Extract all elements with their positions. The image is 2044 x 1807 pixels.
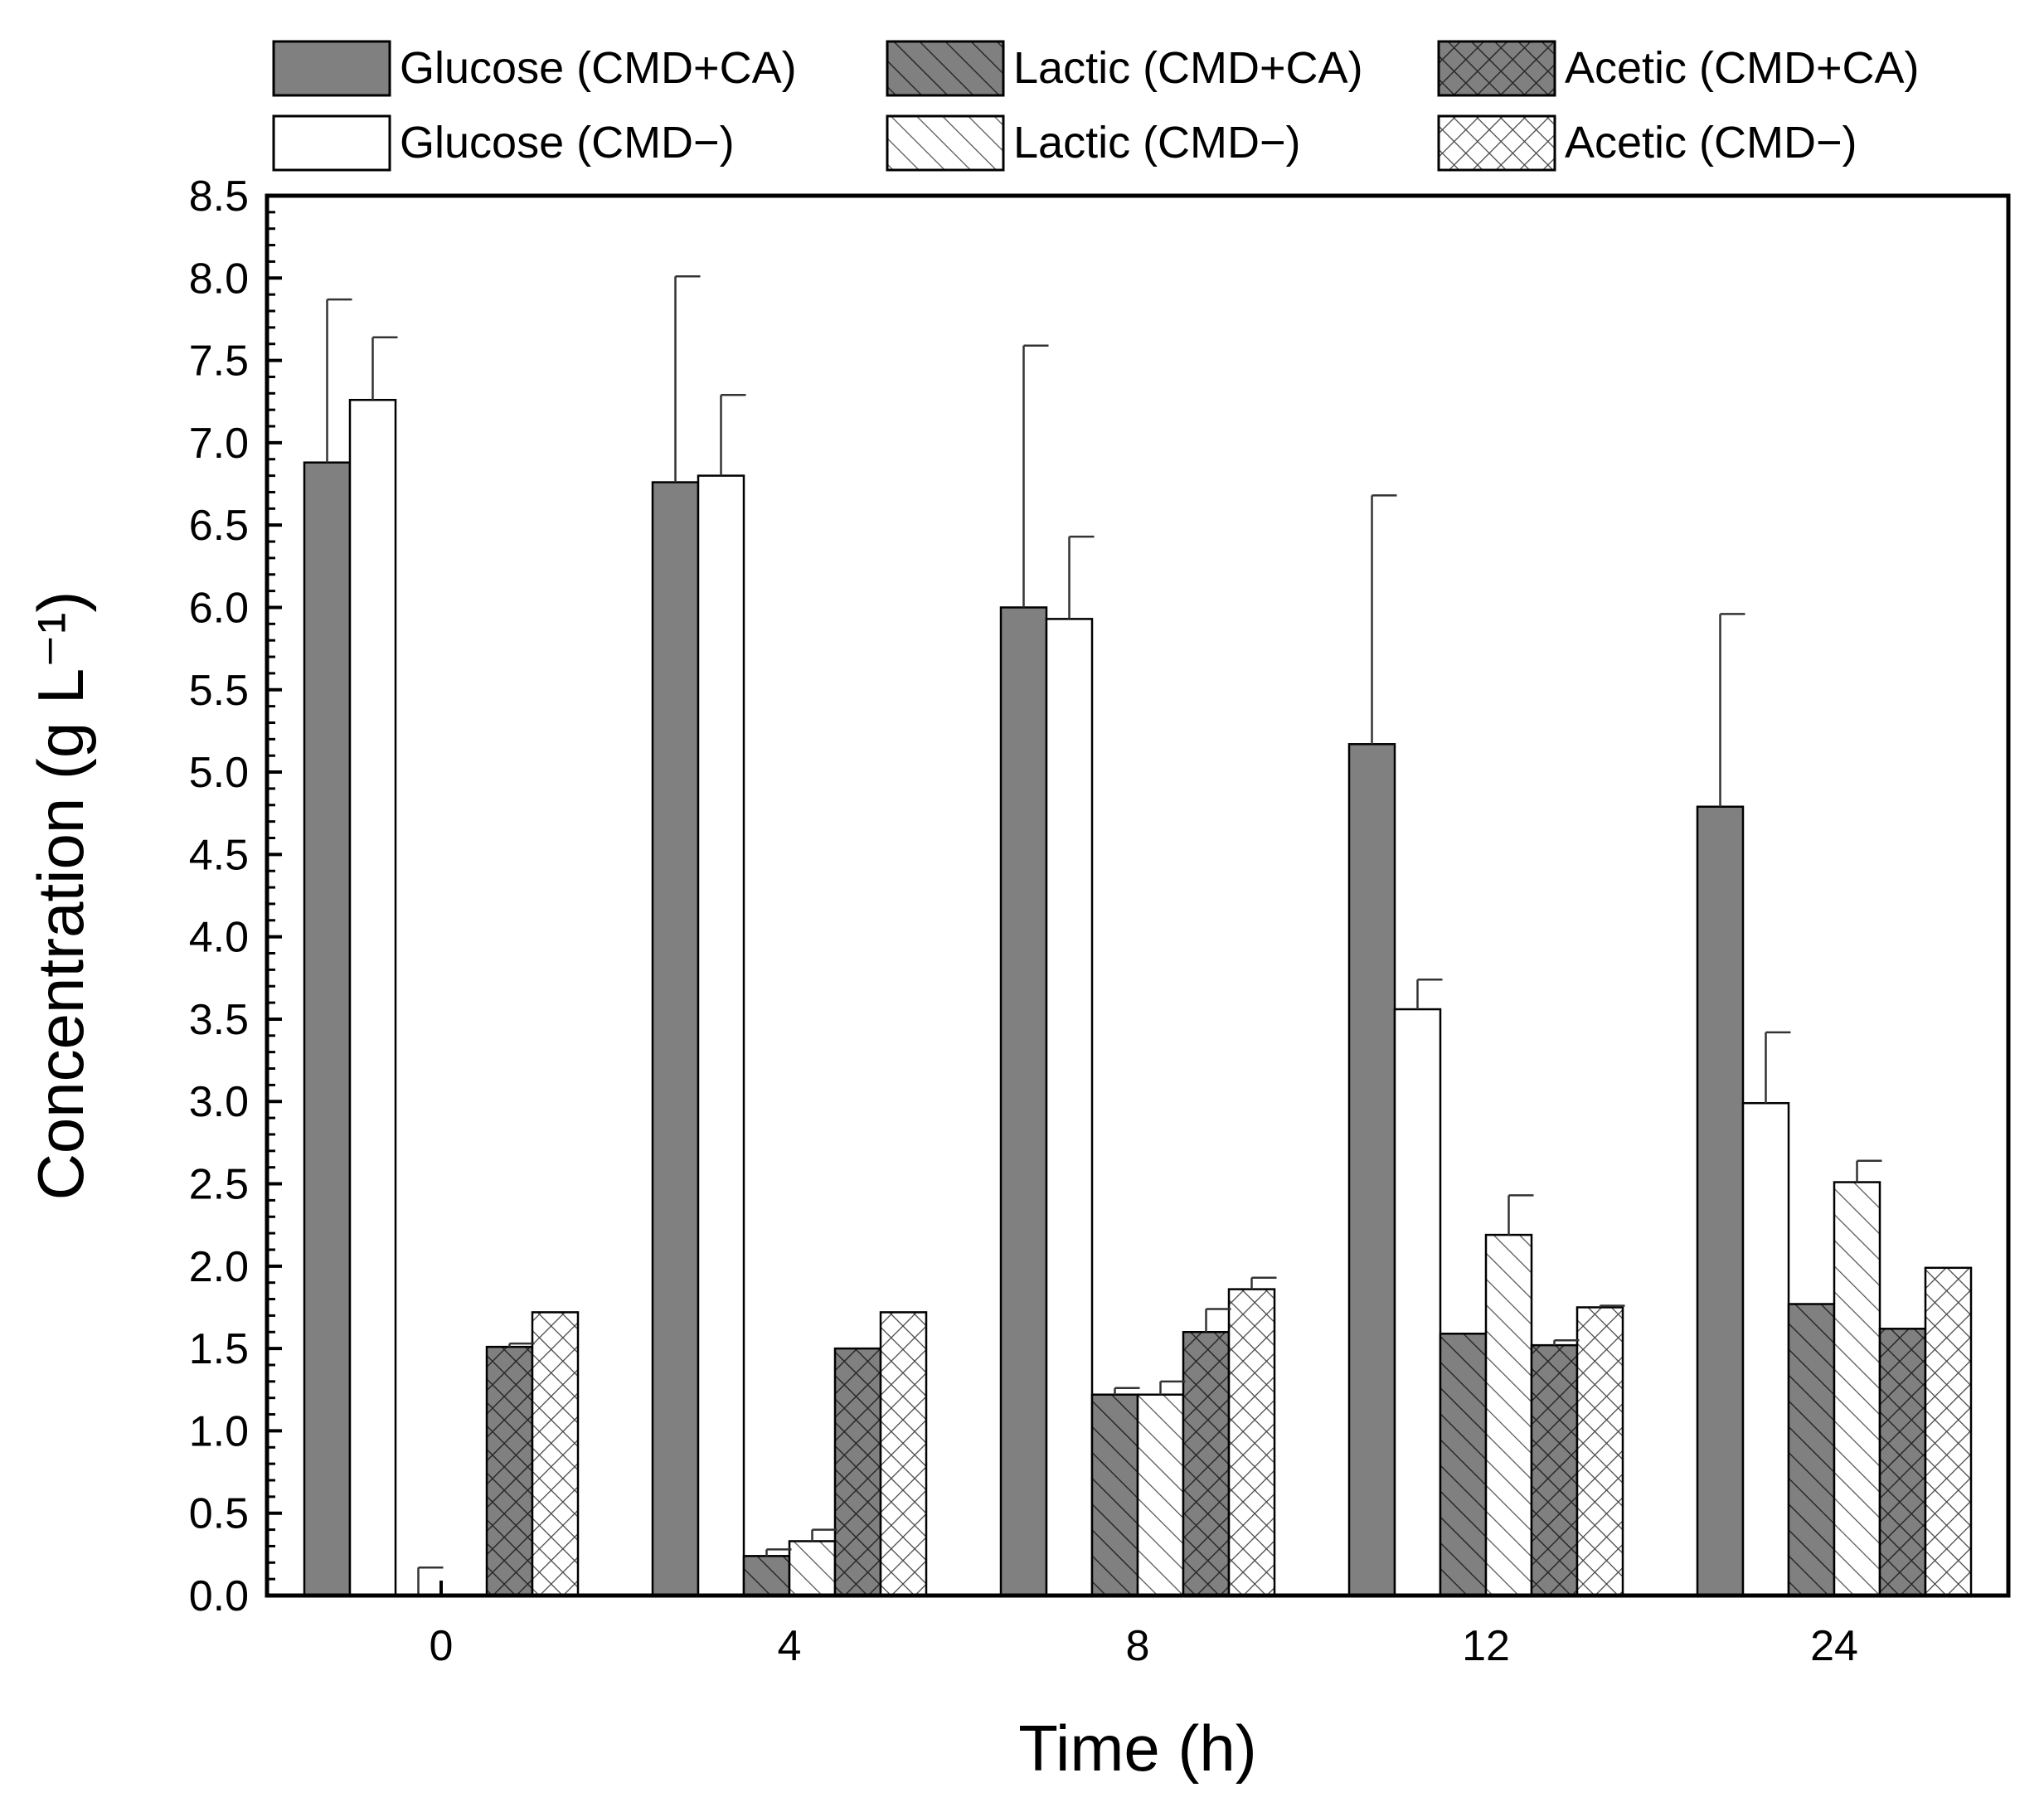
x-axis-title: Time (h) bbox=[1018, 1712, 1256, 1785]
bar bbox=[788, 1540, 837, 1597]
y-axis-title: Concentration (g L⁻¹) bbox=[24, 591, 97, 1201]
bar bbox=[651, 481, 700, 1597]
bar bbox=[1924, 1266, 1973, 1597]
legend-swatch bbox=[886, 40, 1005, 97]
y-tick-label: 1.0 bbox=[189, 1407, 249, 1455]
x-tick-label: 0 bbox=[430, 1622, 454, 1670]
legend: Glucose (CMD+CA) Glucose (CMD−) Lactic (CM… bbox=[272, 40, 1920, 172]
bar bbox=[999, 606, 1048, 1597]
bar bbox=[1347, 743, 1396, 1597]
bar bbox=[348, 398, 397, 1597]
bar bbox=[742, 1555, 791, 1597]
bar bbox=[303, 461, 352, 1597]
x-tick-label: 8 bbox=[1126, 1622, 1150, 1670]
bar bbox=[1182, 1331, 1231, 1597]
bar bbox=[1484, 1233, 1533, 1597]
bar bbox=[1439, 1332, 1488, 1597]
y-tick-label: 1.5 bbox=[189, 1325, 249, 1373]
x-tick-label: 24 bbox=[1810, 1622, 1858, 1670]
bar bbox=[697, 474, 745, 1597]
bar bbox=[1530, 1343, 1579, 1597]
legend-label: Glucose (CMD−) bbox=[400, 118, 735, 168]
bar bbox=[1090, 1393, 1139, 1597]
y-tick-label: 0.0 bbox=[189, 1572, 249, 1620]
y-tick-label: 3.0 bbox=[189, 1078, 249, 1126]
legend-swatch bbox=[1437, 40, 1556, 97]
legend-label: Acetic (CMD+CA) bbox=[1565, 43, 1920, 93]
x-tick-label: 12 bbox=[1462, 1622, 1510, 1670]
legend-swatch bbox=[272, 40, 391, 97]
bar bbox=[1696, 805, 1745, 1597]
error-bars bbox=[326, 275, 1882, 1596]
y-tick-label: 5.0 bbox=[189, 749, 249, 797]
bar bbox=[1227, 1288, 1276, 1597]
y-tick-label: 5.5 bbox=[189, 667, 249, 715]
y-tick-label: 2.0 bbox=[189, 1243, 249, 1291]
legend-swatch bbox=[886, 114, 1005, 172]
y-axis: 0.0 0.5 1.0 1.5 2.0 2.5 3.0 3.5 4.0 4.5 5.0 5.5 6.0 6… bbox=[189, 172, 282, 1620]
bar bbox=[1575, 1306, 1624, 1597]
bar bbox=[1833, 1181, 1881, 1597]
bar bbox=[1787, 1303, 1836, 1597]
bar bbox=[485, 1345, 534, 1597]
y-tick-label: 2.5 bbox=[189, 1161, 249, 1209]
y-tick-label: 0.5 bbox=[189, 1490, 249, 1538]
bar bbox=[1136, 1393, 1185, 1597]
legend-swatch bbox=[272, 114, 391, 172]
y-tick-label: 7.0 bbox=[189, 420, 249, 468]
y-tick-label: 4.5 bbox=[189, 831, 249, 879]
x-tick-label: 4 bbox=[778, 1622, 802, 1670]
legend-label: Lactic (CMD−) bbox=[1013, 118, 1301, 168]
y-tick-label: 6.0 bbox=[189, 584, 249, 632]
y-tick-label: 7.5 bbox=[189, 338, 249, 386]
bar bbox=[531, 1311, 580, 1597]
legend-label: Acetic (CMD−) bbox=[1565, 118, 1857, 168]
plot-frame bbox=[265, 193, 2011, 1598]
y-tick-label: 4.0 bbox=[189, 914, 249, 962]
bar bbox=[1741, 1101, 1790, 1597]
bar bbox=[1393, 1008, 1442, 1597]
bar bbox=[833, 1347, 882, 1597]
y-tick-label: 8.5 bbox=[189, 172, 249, 221]
bar bbox=[1878, 1328, 1927, 1597]
bars bbox=[303, 398, 1973, 1597]
bar bbox=[1045, 618, 1094, 1597]
legend-swatch bbox=[1437, 114, 1556, 172]
legend-label: Glucose (CMD+CA) bbox=[400, 43, 797, 93]
y-tick-label: 6.5 bbox=[189, 502, 249, 550]
bar bbox=[879, 1311, 928, 1597]
y-tick-label: 8.0 bbox=[189, 255, 249, 303]
legend-label: Lactic (CMD+CA) bbox=[1013, 43, 1363, 93]
y-tick-label: 3.5 bbox=[189, 996, 249, 1044]
